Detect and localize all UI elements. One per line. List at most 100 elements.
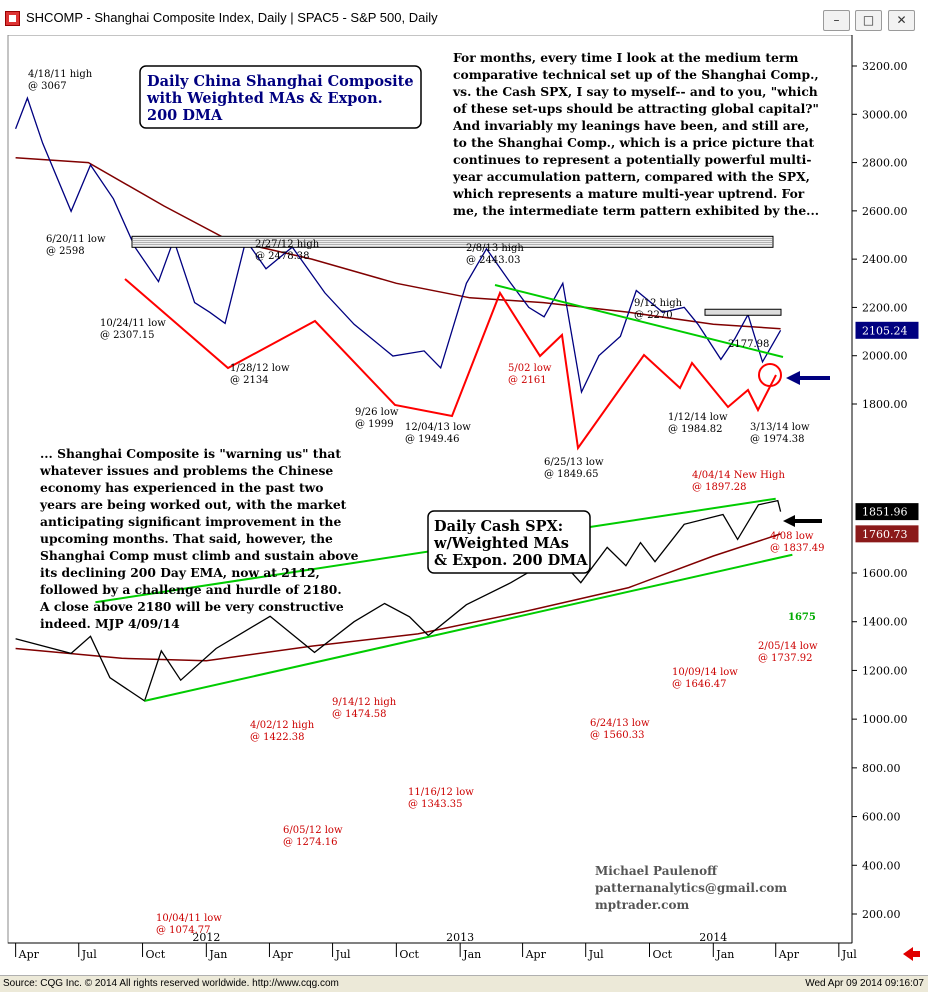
app-icon [5, 11, 20, 26]
annotation-label: 2177.98 [728, 339, 769, 350]
month-tick-label: Jul [81, 948, 97, 961]
window-title: SHCOMP - Shanghai Composite Index, Daily… [26, 10, 438, 25]
annotation-value: @ 2134 [230, 375, 269, 386]
close-button[interactable]: ✕ [888, 10, 915, 31]
commentary-bottom-line: followed by a challenge and hurdle of 21… [40, 582, 342, 597]
status-source: Source: CQG Inc. © 2014 All rights reser… [3, 978, 339, 989]
spx-title-line: w/Weighted MAs [433, 535, 569, 552]
annotation-value: @ 1274.16 [283, 837, 338, 848]
annotation-value: @ 1984.82 [668, 424, 723, 435]
annotation-label: 4/02/12 high [250, 720, 315, 731]
commentary-bottom-line: ... Shanghai Composite is "warning us" t… [40, 446, 341, 461]
upper-tick-label: 1800.00 [862, 398, 908, 411]
upper-tick-label: 3000.00 [862, 108, 908, 121]
annotation-label: 3/13/14 low [750, 422, 810, 433]
annotation-value: @ 1949.46 [405, 434, 460, 445]
annotation-label: 10/04/11 low [156, 913, 222, 924]
month-tick-label: Jan [208, 948, 227, 961]
commentary-bottom-line: indeed. MJP 4/09/14 [40, 616, 180, 631]
annotation-label: 1/12/14 low [668, 412, 728, 423]
annotation-label: 10/09/14 low [672, 667, 738, 678]
annotation-label: 6/24/13 low [590, 718, 650, 729]
lower-tick-label: 400.00 [862, 859, 901, 872]
last-price-tag-label: 2105.24 [862, 324, 908, 337]
month-tick-label: Apr [525, 948, 547, 961]
status-bar: Source: CQG Inc. © 2014 All rights reser… [0, 975, 928, 992]
annotation-value: @ 1837.49 [770, 543, 825, 554]
annotation-label: 4/04/14 New High [692, 470, 785, 481]
chart-window: SHCOMP - Shanghai Composite Index, Daily… [0, 0, 928, 991]
upper-tick-label: 3200.00 [862, 60, 908, 73]
annotation-label: 2/8/13 high [466, 243, 524, 254]
commentary-top-line: which represents a mature multi-year upt… [452, 186, 805, 201]
year-label: 2013 [446, 931, 474, 944]
month-tick-label: Jul [588, 948, 604, 961]
annotation-value: @ 1974.38 [750, 434, 805, 445]
commentary-bottom-line: Shanghai Comp must climb and sustain abo… [40, 548, 359, 563]
annotation-value: @ 3067 [28, 81, 67, 92]
commentary-bottom-line: whatever issues and problems the Chinese [39, 463, 333, 478]
signature-line: mptrader.com [595, 898, 689, 912]
month-tick-label: Oct [146, 948, 166, 961]
chart-area[interactable]: 3200.00 3000.00 2800.00 2600.00 2400.00 2200.… [0, 35, 928, 975]
annotation-value: @ 2443.03 [466, 255, 521, 266]
annotation-value: @ 2161 [508, 375, 547, 386]
annotation-value: @ 2478.38 [255, 251, 310, 262]
commentary-top-line: vs. the Cash SPX, I say to myself-- and … [452, 84, 818, 99]
annotation-value: @ 2270 [634, 310, 673, 321]
annotation-label: 2/27/12 high [255, 239, 320, 250]
annotation-label: 9/14/12 high [332, 697, 397, 708]
lower-tick-label: 800.00 [862, 762, 901, 775]
title-bar[interactable]: SHCOMP - Shanghai Composite Index, Daily… [0, 0, 928, 36]
annotation-label: 6/20/11 low [46, 234, 106, 245]
commentary-bottom-line: anticipating significant improvement in … [40, 514, 341, 529]
lower-tick-label: 1400.00 [862, 616, 908, 629]
month-tick-label: Apr [778, 948, 800, 961]
annotation-label: 1675 [788, 612, 816, 623]
annotation-label: 4/08 low [770, 531, 814, 542]
annotation-value: @ 1999 [355, 419, 394, 430]
commentary-top-line: of these set-ups should be attracting gl… [453, 101, 819, 116]
lower-tick-label: 1000.00 [862, 713, 908, 726]
annotation-label: 5/02 low [508, 363, 552, 374]
month-tick-label: Apr [18, 948, 40, 961]
annotation-label: 4/18/11 high [28, 69, 93, 80]
commentary-top-line: continues to represent a potentially pow… [453, 152, 811, 167]
month-tick-label: Jul [841, 948, 857, 961]
spx-title-line: Daily Cash SPX: [434, 518, 563, 535]
annotation-label: 11/16/12 low [408, 787, 474, 798]
annotation-value: @ 1422.38 [250, 732, 305, 743]
commentary-bottom-line: its declining 200 Day EMA, now at 2112, [40, 565, 320, 580]
month-tick-label: Apr [271, 948, 293, 961]
signature-line: patternanalytics@gmail.com [595, 881, 787, 895]
annotation-value: @ 1897.28 [692, 482, 747, 493]
minimize-button[interactable]: – [823, 10, 850, 31]
shanghai-title-line: Daily China Shanghai Composite [147, 73, 414, 90]
last-price-tag-label: 1851.96 [862, 506, 908, 519]
lower-tick-label: 1600.00 [862, 567, 908, 580]
maximize-button[interactable]: □ [855, 10, 882, 31]
annotation-value: @ 2598 [46, 246, 85, 257]
upper-tick-label: 2200.00 [862, 301, 908, 314]
upper-tick-label: 2400.00 [862, 253, 908, 266]
annotation-label: 12/04/13 low [405, 422, 471, 433]
spx-title-line: & Expon. 200 DMA [434, 552, 588, 569]
lower-tick-label: 1200.00 [862, 664, 908, 677]
lower-tick-label: 600.00 [862, 811, 901, 824]
annotation-label: 10/24/11 low [100, 318, 166, 329]
upper-tick-label: 2600.00 [862, 205, 908, 218]
annotation-value: @ 2307.15 [100, 330, 155, 341]
annotation-label: 6/05/12 low [283, 825, 343, 836]
commentary-bottom-line: economy has experienced in the past two [40, 480, 323, 495]
annotation-value: @ 1646.47 [672, 679, 727, 690]
commentary-bottom-line: upcoming months. That said, however, the [40, 531, 333, 546]
commentary-top-line: me, the intermediate term pattern exhibi… [453, 203, 819, 218]
hurdle-2180-zone [705, 309, 781, 315]
commentary-top-line: And invariably my leanings have been, an… [452, 118, 809, 133]
commentary-top-line: For months, every time I look at the med… [453, 50, 798, 65]
lower-tick-label: 200.00 [862, 908, 901, 921]
signature-line: Michael Paulenoff [595, 864, 718, 878]
annotation-label: 9/26 low [355, 407, 399, 418]
month-tick-label: Oct [652, 948, 672, 961]
commentary-bottom-line: years are being worked out, with the mar… [39, 497, 347, 512]
